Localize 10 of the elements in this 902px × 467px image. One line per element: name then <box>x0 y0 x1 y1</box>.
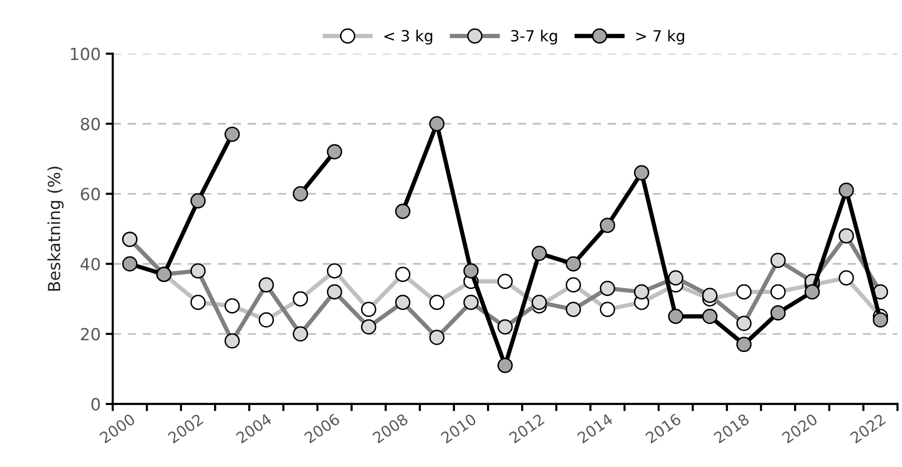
y-tick-label: 100 <box>70 48 100 60</box>
y-tick-label: 80 <box>80 118 100 130</box>
y-tick-label: 20 <box>80 328 100 340</box>
legend-label: < 3 kg <box>384 30 432 45</box>
y-tick-label: 60 <box>80 188 100 200</box>
y-tick-label: 0 <box>91 398 100 411</box>
legend-label: > 7 kg <box>636 30 684 45</box>
legend-label: 3-7 kg <box>511 30 557 45</box>
y-tick-label: 40 <box>80 258 100 270</box>
y-axis-title: Beskatning (%) <box>47 166 64 291</box>
